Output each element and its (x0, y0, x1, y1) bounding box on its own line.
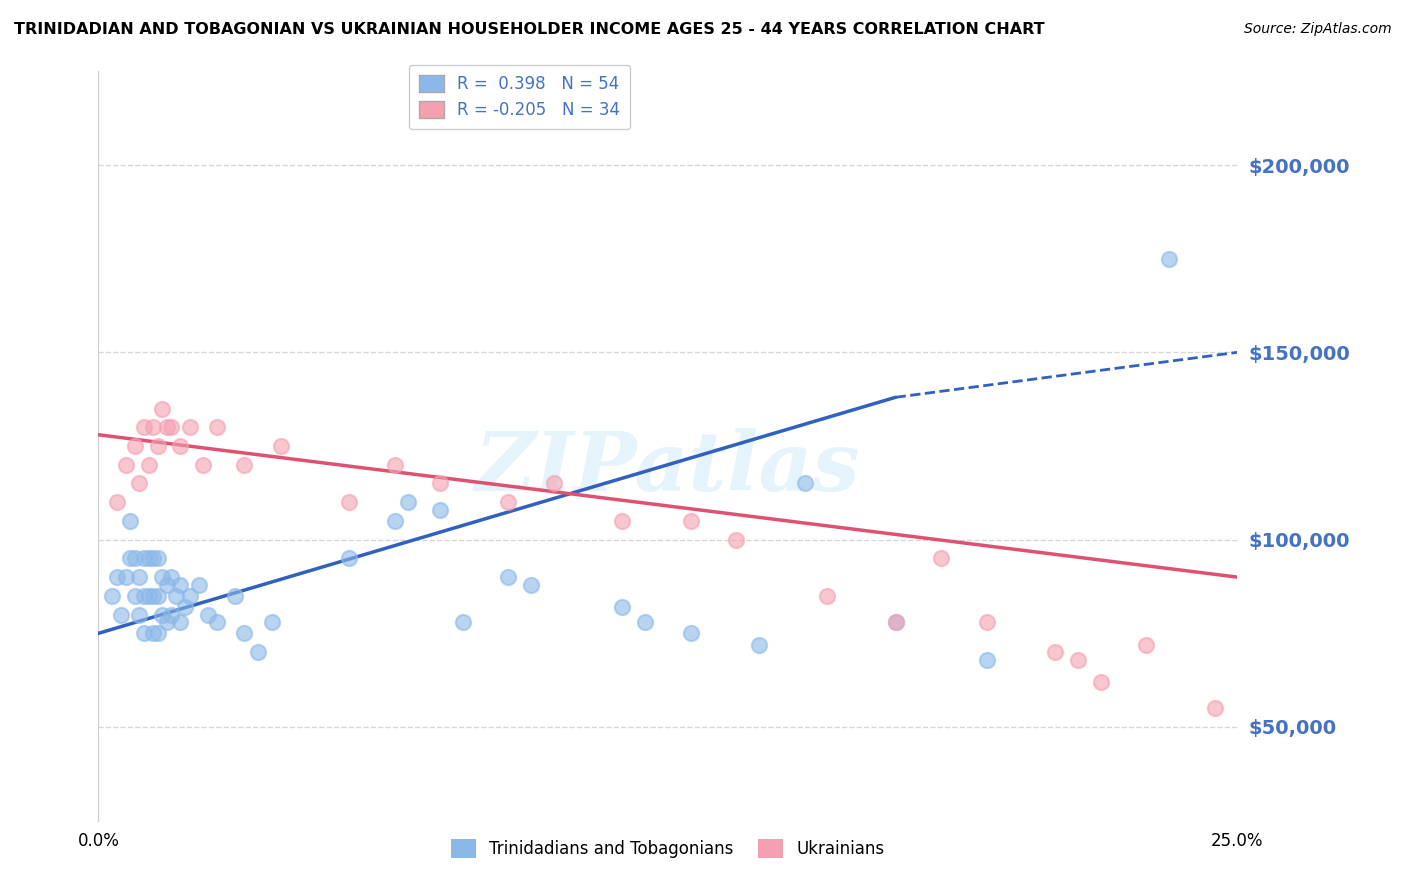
Point (246, 645, 269, 659)
Point (142, 551, 165, 566)
Text: ZIPatlas: ZIPatlas (475, 428, 860, 508)
Point (193, 458, 215, 472)
Point (612, 514, 634, 528)
Point (169, 577, 191, 591)
Point (146, 589, 169, 603)
Point (138, 551, 160, 566)
Point (451, 615, 474, 629)
Point (120, 514, 142, 528)
Point (142, 420, 165, 434)
Point (128, 607, 150, 622)
Point (543, 476, 565, 491)
Point (337, 551, 360, 566)
Point (160, 607, 183, 622)
Point (101, 589, 124, 603)
Point (138, 458, 160, 472)
Point (114, 458, 136, 472)
Point (1067, 652, 1090, 666)
Point (105, 570, 128, 584)
Point (429, 476, 451, 491)
Point (146, 439, 169, 453)
Text: TRINIDADIAN AND TOBAGONIAN VS UKRAINIAN HOUSEHOLDER INCOME AGES 25 - 44 YEARS CO: TRINIDADIAN AND TOBAGONIAN VS UKRAINIAN … (14, 22, 1045, 37)
Point (150, 607, 173, 622)
Point (156, 577, 179, 591)
Point (174, 600, 197, 615)
Point (929, 551, 952, 566)
Point (884, 615, 907, 629)
Point (138, 589, 160, 603)
Point (634, 615, 657, 629)
Point (132, 626, 155, 640)
Point (1204, 701, 1226, 715)
Point (233, 626, 256, 640)
Point (165, 589, 187, 603)
Point (384, 458, 406, 472)
Point (169, 615, 191, 629)
Point (498, 570, 520, 584)
Point (132, 551, 155, 566)
Point (205, 420, 228, 434)
Point (128, 570, 150, 584)
Point (725, 533, 748, 547)
Point (156, 420, 179, 434)
Point (150, 570, 173, 584)
Point (132, 420, 155, 434)
Point (114, 570, 136, 584)
Point (612, 600, 634, 615)
Point (156, 615, 179, 629)
Point (142, 589, 165, 603)
Point (815, 589, 838, 603)
Point (679, 626, 702, 640)
Point (124, 551, 146, 566)
Point (976, 615, 998, 629)
Point (197, 607, 219, 622)
Point (429, 502, 451, 516)
Point (1090, 675, 1112, 690)
Point (124, 439, 146, 453)
Point (142, 626, 165, 640)
Point (384, 514, 406, 528)
Point (520, 577, 543, 591)
Point (205, 615, 228, 629)
Point (976, 652, 998, 666)
Point (124, 589, 146, 603)
Point (160, 420, 183, 434)
Point (884, 615, 907, 629)
Point (260, 615, 283, 629)
Point (396, 495, 419, 509)
Point (187, 577, 209, 591)
Point (1043, 645, 1066, 659)
Point (146, 626, 169, 640)
Point (224, 589, 246, 603)
Legend: Trinidadians and Tobagonians, Ukrainians: Trinidadians and Tobagonians, Ukrainians (444, 833, 891, 864)
Point (270, 439, 292, 453)
Point (120, 551, 142, 566)
Point (179, 420, 201, 434)
Point (150, 401, 173, 416)
Point (793, 476, 815, 491)
Point (160, 570, 183, 584)
Point (169, 439, 191, 453)
Point (105, 495, 128, 509)
Point (146, 551, 169, 566)
Point (679, 514, 702, 528)
Point (110, 607, 132, 622)
Point (1157, 252, 1180, 266)
Point (337, 495, 360, 509)
Point (233, 458, 256, 472)
Point (748, 638, 770, 652)
Text: Source: ZipAtlas.com: Source: ZipAtlas.com (1244, 22, 1392, 37)
Point (128, 476, 150, 491)
Point (132, 589, 155, 603)
Point (498, 495, 520, 509)
Point (179, 589, 201, 603)
Point (1135, 638, 1157, 652)
